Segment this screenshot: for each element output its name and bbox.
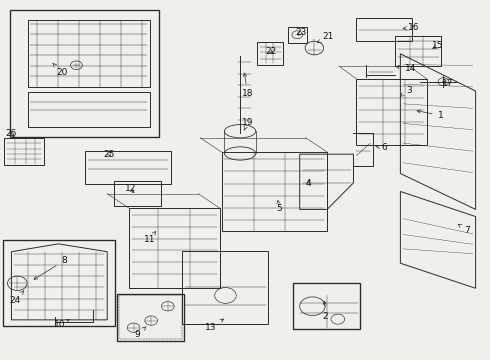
Text: 25: 25 [103, 150, 115, 159]
Text: 5: 5 [276, 201, 282, 213]
Text: 18: 18 [242, 73, 253, 98]
Text: 7: 7 [458, 224, 470, 235]
Text: 8: 8 [34, 256, 67, 279]
Text: 24: 24 [10, 291, 24, 305]
Text: 4: 4 [306, 179, 311, 188]
Text: 21: 21 [317, 32, 334, 43]
Text: 16: 16 [403, 23, 419, 32]
Text: 23: 23 [295, 28, 306, 37]
Text: 9: 9 [135, 327, 146, 339]
Text: 19: 19 [242, 118, 253, 130]
Text: 20: 20 [53, 63, 68, 77]
Text: 22: 22 [265, 47, 276, 56]
Text: 6: 6 [376, 143, 387, 152]
Text: 1: 1 [417, 110, 443, 120]
Text: 17: 17 [442, 79, 454, 88]
Text: 10: 10 [53, 319, 70, 329]
Text: 3: 3 [400, 86, 412, 96]
Text: 14: 14 [396, 64, 416, 73]
Text: 12: 12 [124, 184, 136, 193]
Text: 15: 15 [432, 41, 444, 50]
Text: 2: 2 [323, 301, 328, 321]
Text: 13: 13 [205, 319, 223, 332]
Text: 26: 26 [6, 129, 17, 138]
Text: 11: 11 [144, 231, 156, 244]
